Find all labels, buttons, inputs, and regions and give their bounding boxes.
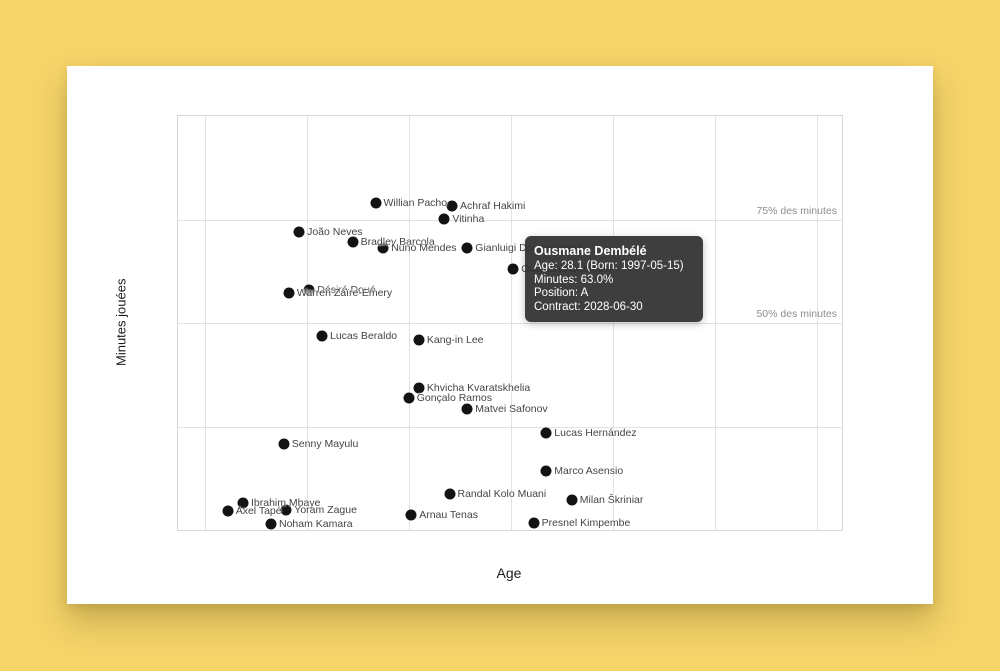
data-point[interactable] [222,505,234,517]
data-point-label: Ibrahim Mbaye [251,497,321,510]
data-point[interactable] [438,213,450,225]
tooltip-minutes-line: Minutes: 63.0% [534,273,614,286]
plot-area: 75% des minutes 50% des minutes Willian Pa… [177,115,843,531]
data-point-label: Achraf Hakimi [460,199,526,212]
data-point[interactable] [446,200,458,212]
tooltip-position-line: Position: A [534,287,589,299]
data-point[interactable] [566,494,578,506]
data-point-label: Willian Pacho [383,196,448,209]
data-point[interactable] [347,236,359,248]
data-point-label: Arnau Tenas [419,509,478,522]
data-point-label: Désiré Doué [317,283,376,296]
tooltip-contract-line: Contract: 2028-06-30 [534,300,643,313]
data-point-label: Gonçalo Ramos [416,391,492,404]
data-point[interactable] [444,488,455,500]
data-point[interactable] [461,403,473,415]
data-point-label: Milan Škriniar [579,494,644,507]
reference-line-label-50: 50% des minutes [756,308,837,320]
data-point-label: Marco Asensio [554,464,624,477]
data-point[interactable] [413,382,425,394]
reference-line-25 [178,426,842,428]
data-point[interactable] [540,427,552,439]
tooltip-player-name: Ousmane Dembélé [534,244,647,258]
data-point-label: Lucas Hernández [554,427,637,440]
data-point-label: Randal Kolo Muani [457,488,547,500]
data-point-label: Yoram Zague [294,504,357,517]
data-point-label: Vitinha [452,213,485,226]
data-point[interactable] [403,392,415,404]
data-point[interactable] [316,330,328,342]
reference-line-label-75: 75% des minutes [756,204,837,217]
data-point-label: Kang-in Lee [426,334,484,346]
data-point-label: Noham Kamara [279,518,353,531]
data-point[interactable] [528,517,540,529]
data-point-label: Lucas Beraldo [330,329,398,342]
data-point-label: Senny Mayulu [291,437,359,450]
data-point-label: Presnel Kimpembe [541,517,631,529]
data-point[interactable] [237,497,249,509]
x-axis-label: Age [496,565,522,581]
data-point[interactable] [461,242,473,254]
y-axis-label: Minutes jouées [113,278,129,366]
data-point-label: Bradley Barcola [360,235,435,248]
tooltip-age-line: Age: 28.1 (Born: 1997-05-15) [534,260,684,272]
data-point-label: Axel Tapé [235,505,282,517]
tooltip: Ousmane Dembélé Age: 28.1 (Born: 1997-05… [525,236,703,322]
reference-line-75 [178,219,842,221]
data-point-label: João Neves [307,225,363,238]
data-point[interactable] [413,334,425,346]
data-point[interactable] [370,197,381,209]
data-point-label: Warren Zaïre-Emery [296,287,393,300]
data-point[interactable] [405,509,417,521]
data-point-label: Matvei Safonov [475,403,548,416]
data-point-label: Khvicha Kvaratskhelia [426,382,531,394]
data-point[interactable] [283,287,295,299]
data-point[interactable] [293,226,305,238]
data-point[interactable] [303,284,315,296]
data-point[interactable] [540,465,552,477]
reference-line-50 [178,323,842,324]
data-point[interactable] [278,438,290,450]
data-point-label: Nuno Mendes [391,242,457,255]
data-point[interactable] [377,242,389,254]
chart-card: Minutes jouées 75% des minutes 50% des mi… [67,66,933,604]
data-point[interactable] [507,263,519,275]
data-point[interactable] [265,518,277,530]
data-point[interactable] [280,504,292,516]
